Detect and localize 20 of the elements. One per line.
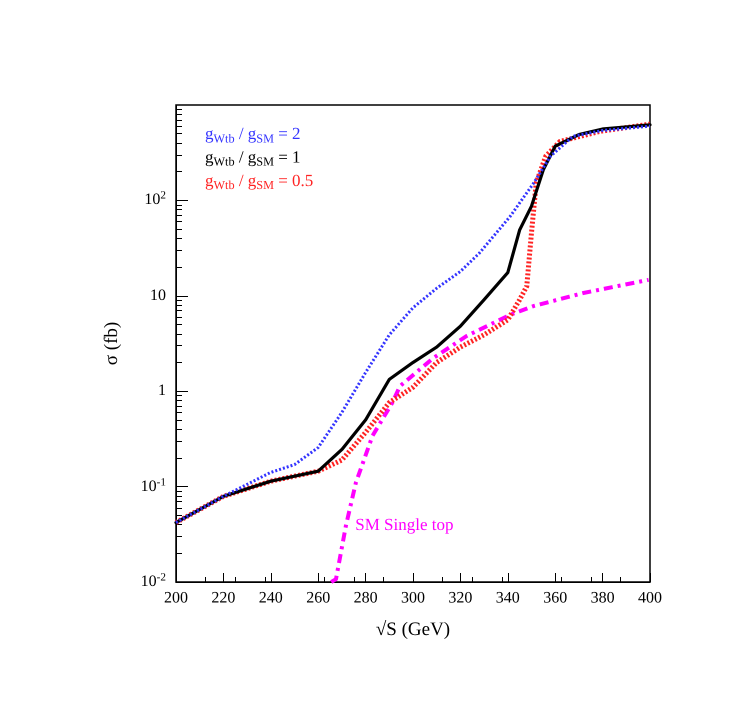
y-tick-label: 10$^{-2}$ bbox=[140, 571, 166, 591]
x-tick-label: 400 bbox=[638, 590, 662, 606]
x-tick-label: 360 bbox=[543, 590, 568, 606]
series-label: SM Single top bbox=[355, 515, 454, 534]
y-tick-label: 1 bbox=[158, 382, 166, 400]
x-tick-label: 380 bbox=[590, 590, 615, 606]
x-tick-label: 240 bbox=[258, 590, 283, 606]
x-axis-title: √S (GeV) bbox=[376, 619, 450, 640]
y-tick-label: 10$^{-1}$ bbox=[140, 476, 166, 496]
x-tick-label: 200 bbox=[164, 590, 188, 606]
x-tick-label: 280 bbox=[354, 590, 378, 606]
x-tick-label: 340 bbox=[496, 590, 520, 606]
y-axis-title: σ (fb) bbox=[101, 322, 122, 366]
x-tick-label: 300 bbox=[401, 590, 425, 606]
y-tick-label: 10$^{2}$ bbox=[144, 190, 166, 210]
y-tick-label: 10 bbox=[150, 286, 166, 305]
x-tick-label: 260 bbox=[306, 590, 330, 606]
x-tick-label: 220 bbox=[211, 590, 236, 606]
x-tick-label: 320 bbox=[448, 590, 472, 606]
line-series bbox=[329, 278, 651, 584]
